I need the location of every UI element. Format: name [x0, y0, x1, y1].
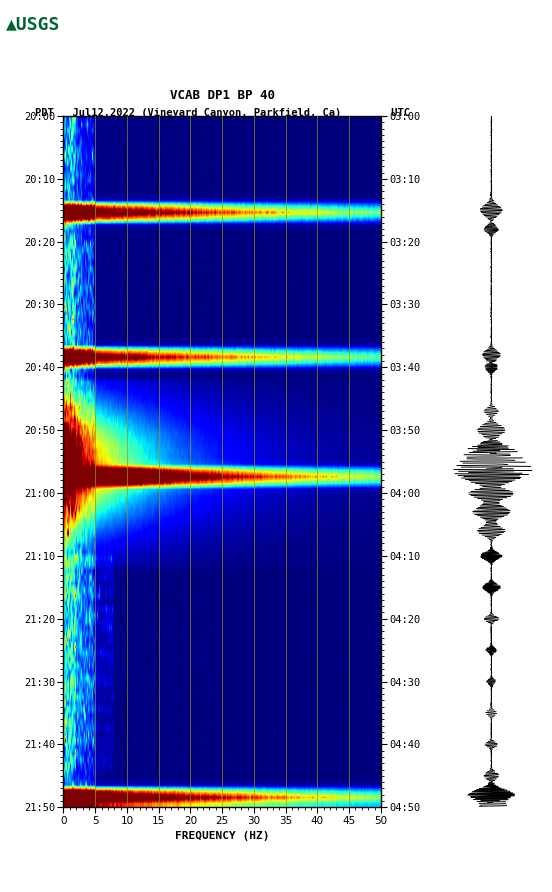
Text: ▲USGS: ▲USGS [6, 15, 60, 33]
X-axis label: FREQUENCY (HZ): FREQUENCY (HZ) [175, 831, 269, 841]
Text: PDT   Jul12,2022 (Vineyard Canyon, Parkfield, Ca)        UTC: PDT Jul12,2022 (Vineyard Canyon, Parkfie… [35, 108, 410, 119]
Text: VCAB DP1 BP 40: VCAB DP1 BP 40 [169, 89, 275, 102]
